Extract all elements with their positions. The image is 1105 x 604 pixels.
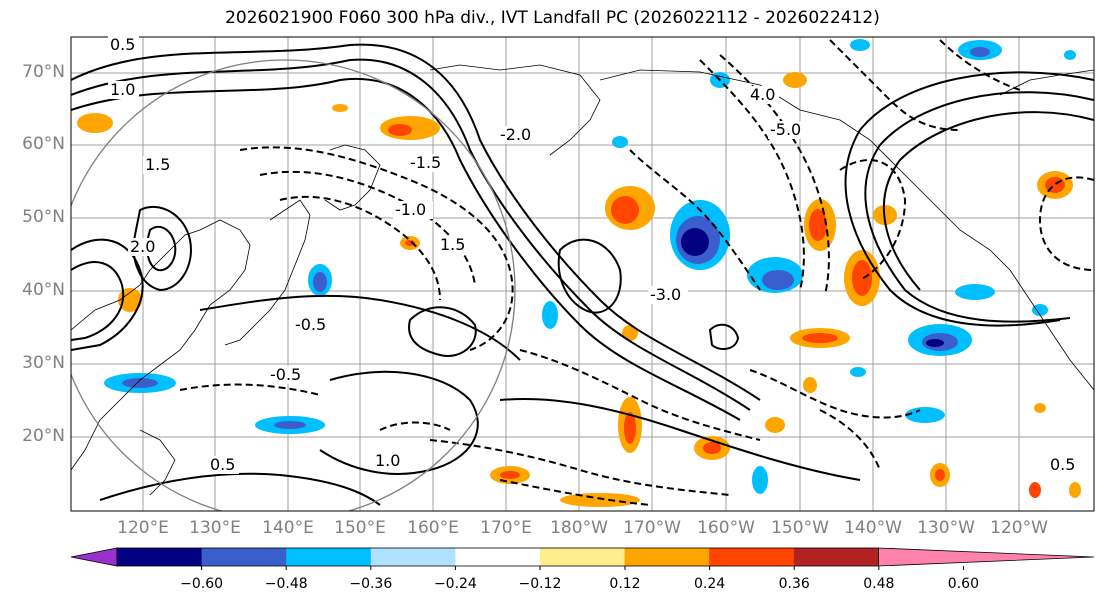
contour-label: -3.0: [650, 285, 681, 304]
colorbar-tick-label: −0.12: [518, 576, 562, 592]
map-title: 2026021900 F060 300 hPa div., IVT Landfa…: [225, 8, 880, 28]
range-circle: [71, 59, 516, 511]
contour-label: 1.5: [145, 155, 170, 174]
divergence-shading: [77, 39, 1081, 507]
longitude-label: 140°E: [262, 518, 314, 538]
latitude-label: 70°N: [22, 62, 65, 82]
colorbar-segment: [455, 548, 541, 566]
contour-label-bg: [108, 81, 139, 99]
contour-label-bg: [648, 286, 688, 304]
colorbar-tick-label: −0.24: [433, 576, 477, 592]
contour-label-bg: [208, 456, 239, 474]
colorbar-extend-max: [878, 547, 1095, 567]
longitude-label: 120°W: [990, 518, 1048, 538]
contour-label-bg: [498, 126, 538, 144]
colorbar-segment: [117, 548, 203, 566]
coastlines: [71, 64, 1094, 496]
longitude-label: 130°W: [917, 518, 975, 538]
contour-label-bg: [768, 121, 808, 139]
contour-label-bg: [293, 316, 333, 334]
contour-label: 0.5: [110, 35, 135, 54]
colorbar-tick-label: 0.48: [863, 576, 895, 592]
latitude-label: 20°N: [22, 426, 65, 446]
contour-label-bg: [1048, 456, 1079, 474]
colorbar-tick-label: 0.12: [609, 576, 641, 592]
colorbar-outline: [116, 547, 879, 567]
longitude-label: 150°W: [771, 518, 829, 538]
longitude-label: 150°E: [334, 518, 386, 538]
contour-label-bg: [393, 201, 433, 219]
contour-label: 1.0: [110, 80, 135, 99]
colorbar-tick-label: −0.60: [180, 576, 224, 592]
colorbar-segment: [286, 548, 372, 566]
colorbar-segment: [370, 548, 456, 566]
contour-label: -5.0: [770, 120, 801, 139]
contour-label-bg: [748, 86, 779, 104]
contour-label: -1.5: [410, 153, 441, 172]
contour-label: 0.5: [1050, 455, 1075, 474]
longitude-label: 160°W: [697, 518, 755, 538]
latitude-label: 60°N: [22, 134, 65, 154]
contour-label: 0.5: [210, 455, 235, 474]
colorbar-tick-label: −0.48: [264, 576, 308, 592]
colorbar-tick-label: −0.36: [349, 576, 393, 592]
colorbar-segment: [793, 548, 879, 566]
colorbar-tick-label: 0.36: [778, 576, 810, 592]
contour-lines-dashed: [179, 39, 1094, 506]
contour-label: -1.0: [395, 200, 426, 219]
contour-label: -0.5: [270, 365, 301, 384]
colorbar-tick-label: 0.24: [694, 576, 726, 592]
contour-label-bg: [143, 156, 174, 174]
contour-label: -0.5: [295, 315, 326, 334]
colorbar-extend-min: [70, 547, 118, 567]
contour-label-bg: [108, 36, 139, 54]
longitude-label: 180°W: [550, 518, 608, 538]
longitude-label: 170°W: [623, 518, 681, 538]
contour-label-bg: [268, 366, 308, 384]
latitude-label: 30°N: [22, 353, 65, 373]
contour-label: -2.0: [500, 125, 531, 144]
contour-label: 1.0: [375, 451, 400, 470]
colorbar-tick-label: 0.60: [947, 576, 979, 592]
colorbar-segment: [540, 548, 626, 566]
map-frame: [70, 36, 1095, 512]
contour-label-bg: [373, 452, 404, 470]
contour-label: 1.5: [440, 235, 465, 254]
colorbar-segment: [624, 548, 710, 566]
colorbar-segment: [201, 548, 287, 566]
contour-label-group: 0.5 1.0 1.5 2.0 -0.5 -1.0 -1.5 -2.0 4.0 -5.0 -3.0 1…: [108, 35, 1079, 474]
longitude-label: 120°E: [117, 518, 169, 538]
latitude-label: 40°N: [22, 280, 65, 300]
contour-lines: [71, 43, 1094, 506]
latitude-label: 50°N: [22, 207, 65, 227]
contour-label-bg: [408, 154, 448, 172]
contour-label-bg: [128, 238, 159, 256]
longitude-label: 160°E: [407, 518, 459, 538]
contour-label: 2.0: [130, 237, 155, 256]
longitude-label: 170°E: [480, 518, 532, 538]
contour-label-bg: [438, 236, 469, 254]
colorbar-segment: [709, 548, 795, 566]
longitude-label: 130°E: [189, 518, 241, 538]
contour-label: 4.0: [750, 85, 775, 104]
longitude-label: 140°W: [844, 518, 902, 538]
